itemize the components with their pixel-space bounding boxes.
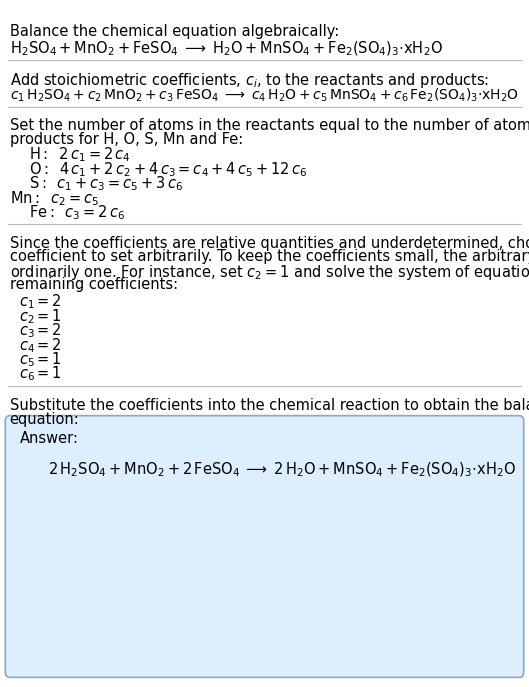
Text: $2\,\mathregular{H_2SO_4} + \mathregular{MnO_2} + 2\,\mathregular{FeSO_4}\;\long: $2\,\mathregular{H_2SO_4} + \mathregular…	[48, 460, 515, 479]
Text: $c_6 = 1$: $c_6 = 1$	[19, 365, 61, 383]
FancyBboxPatch shape	[5, 416, 524, 677]
Text: coefficient to set arbitrarily. To keep the coefficients small, the arbitrary va: coefficient to set arbitrarily. To keep …	[10, 249, 529, 264]
Text: $\mathregular{S:}\;\;c_1 + c_3 = c_5 + 3\,c_6$: $\mathregular{S:}\;\;c_1 + c_3 = c_5 + 3…	[29, 174, 184, 193]
Text: $c_2 = 1$: $c_2 = 1$	[19, 307, 61, 326]
Text: $c_5 = 1$: $c_5 = 1$	[19, 350, 61, 369]
Text: $\mathregular{Mn:}\;\;c_2 = c_5$: $\mathregular{Mn:}\;\;c_2 = c_5$	[10, 189, 98, 207]
Text: ordinarily one. For instance, set $c_2 = 1$ and solve the system of equations fo: ordinarily one. For instance, set $c_2 =…	[10, 263, 529, 282]
Text: Since the coefficients are relative quantities and underdetermined, choose a: Since the coefficients are relative quan…	[10, 236, 529, 251]
Text: $c_1\,\mathregular{H_2SO_4} + c_2\,\mathregular{MnO_2} + c_3\,\mathregular{FeSO_: $c_1\,\mathregular{H_2SO_4} + c_2\,\math…	[10, 87, 518, 104]
Text: Set the number of atoms in the reactants equal to the number of atoms in the: Set the number of atoms in the reactants…	[10, 118, 529, 133]
Text: Substitute the coefficients into the chemical reaction to obtain the balanced: Substitute the coefficients into the che…	[10, 398, 529, 413]
Text: $c_1 = 2$: $c_1 = 2$	[19, 293, 61, 311]
Text: $\mathregular{Fe:}\;\;c_3 = 2\,c_6$: $\mathregular{Fe:}\;\;c_3 = 2\,c_6$	[29, 203, 125, 222]
Text: Add stoichiometric coefficients, $c_i$, to the reactants and products:: Add stoichiometric coefficients, $c_i$, …	[10, 71, 489, 91]
Text: Answer:: Answer:	[20, 431, 79, 446]
Text: Balance the chemical equation algebraically:: Balance the chemical equation algebraica…	[10, 24, 339, 39]
Text: equation:: equation:	[10, 412, 79, 427]
Text: $\mathregular{O:}\;\;4\,c_1 + 2\,c_2 + 4\,c_3 = c_4 + 4\,c_5 + 12\,c_6$: $\mathregular{O:}\;\;4\,c_1 + 2\,c_2 + 4…	[29, 160, 307, 179]
Text: $\mathregular{H_2SO_4 + MnO_2 + FeSO_4}\;\longrightarrow\;\mathregular{H_2O + Mn: $\mathregular{H_2SO_4 + MnO_2 + FeSO_4}\…	[10, 39, 442, 58]
Text: $c_4 = 2$: $c_4 = 2$	[19, 336, 61, 354]
Text: $c_3 = 2$: $c_3 = 2$	[19, 322, 61, 340]
Text: products for H, O, S, Mn and Fe:: products for H, O, S, Mn and Fe:	[10, 132, 243, 147]
Text: $\mathregular{H:}\;\;2\,c_1 = 2\,c_4$: $\mathregular{H:}\;\;2\,c_1 = 2\,c_4$	[29, 146, 131, 164]
Text: remaining coefficients:: remaining coefficients:	[10, 277, 178, 292]
